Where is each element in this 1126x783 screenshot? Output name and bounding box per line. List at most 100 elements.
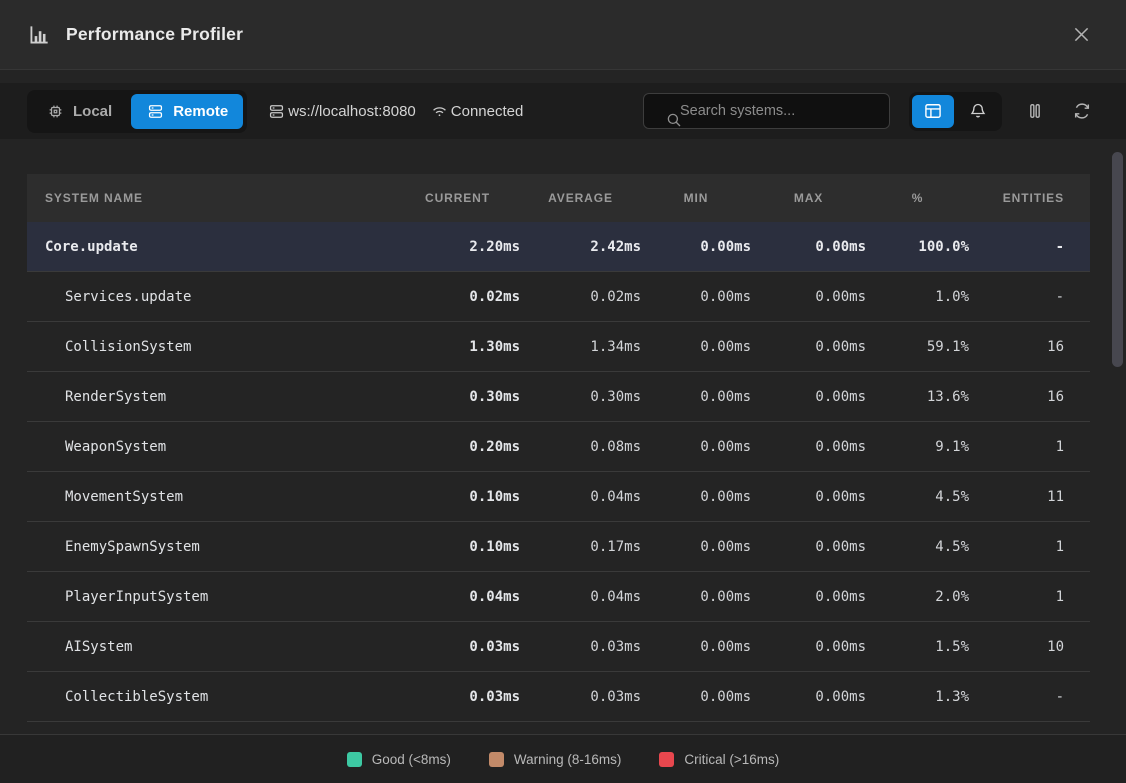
min-value: 0.00ms <box>700 288 751 305</box>
column-header-current[interactable]: CURRENT <box>425 191 490 205</box>
refresh-icon <box>1072 101 1092 121</box>
system-name: CollectibleSystem <box>65 688 209 705</box>
min-value: 0.00ms <box>700 238 751 255</box>
average-value: 0.17ms <box>590 538 641 555</box>
average-value: 0.04ms <box>590 488 641 505</box>
websocket-url: ws://localhost:8080 <box>288 102 416 120</box>
system-name: Core.update <box>45 238 138 255</box>
max-value: 0.00ms <box>815 688 866 705</box>
entities-value: - <box>1055 288 1064 305</box>
warning-swatch <box>488 751 504 767</box>
legend-footer: Good (<8ms) Warning (8-16ms) Critical (>… <box>0 734 1126 783</box>
system-name: EnemySpawnSystem <box>65 538 200 555</box>
table-row[interactable]: RenderSystem 0.30ms 0.30ms 0.00ms 0.00ms… <box>27 372 1090 422</box>
percent-value: 4.5% <box>935 488 969 505</box>
current-value: 0.30ms <box>469 388 520 405</box>
current-value: 0.10ms <box>469 488 520 505</box>
pause-button[interactable] <box>1021 97 1049 125</box>
table-body: Core.update 2.20ms 2.42ms 0.00ms 0.00ms … <box>27 222 1090 722</box>
table-row[interactable]: CollisionSystem 1.30ms 1.34ms 0.00ms 0.0… <box>27 322 1090 372</box>
legend-item-warning: Warning (8-16ms) <box>488 751 622 767</box>
cpu-icon <box>46 102 65 121</box>
table-grid-icon <box>923 101 943 121</box>
vertical-scrollbar-thumb[interactable] <box>1112 152 1123 367</box>
legend-label-critical: Critical (>16ms) <box>684 751 780 767</box>
current-value: 2.20ms <box>469 238 520 255</box>
toolbar: Local Remote <box>0 83 1126 139</box>
search-box <box>643 93 890 129</box>
system-name: CollisionSystem <box>65 338 192 355</box>
table-header: SYSTEM NAME CURRENT AVERAGE MIN MAX % EN… <box>27 174 1090 222</box>
max-value: 0.00ms <box>815 288 866 305</box>
view-switcher <box>909 91 1002 131</box>
min-value: 0.00ms <box>700 388 751 405</box>
min-value: 0.00ms <box>700 638 751 655</box>
max-value: 0.00ms <box>815 588 866 605</box>
legend-label-warning: Warning (8-16ms) <box>513 751 622 767</box>
column-header-max[interactable]: MAX <box>793 191 824 205</box>
connection-info: ws://localhost:8080 Connected <box>267 102 523 121</box>
critical-swatch <box>659 751 675 767</box>
entities-value: - <box>1055 238 1064 255</box>
remote-mode-label: Remote <box>173 102 229 120</box>
server-icon <box>146 102 165 121</box>
max-value: 0.00ms <box>815 338 866 355</box>
page-title: Performance Profiler <box>66 24 244 44</box>
close-button[interactable] <box>1066 20 1096 50</box>
entities-value: 10 <box>1047 638 1064 655</box>
entities-value: 16 <box>1047 338 1064 355</box>
max-value: 0.00ms <box>815 238 866 255</box>
system-name: MovementSystem <box>65 488 184 505</box>
percent-value: 2.0% <box>935 588 969 605</box>
average-value: 0.03ms <box>590 638 641 655</box>
current-value: 0.03ms <box>469 688 520 705</box>
table-row[interactable]: EnemySpawnSystem 0.10ms 0.17ms 0.00ms 0.… <box>27 522 1090 572</box>
percent-value: 1.5% <box>935 638 969 655</box>
table-row[interactable]: PlayerInputSystem 0.04ms 0.04ms 0.00ms 0… <box>27 572 1090 622</box>
percent-value: 100.0% <box>918 238 969 255</box>
table-view-button[interactable] <box>912 94 954 128</box>
column-header-entities[interactable]: ENTITIES <box>1002 191 1064 205</box>
table-row[interactable]: Core.update 2.20ms 2.42ms 0.00ms 0.00ms … <box>27 222 1090 272</box>
legend-label-good: Good (<8ms) <box>371 751 451 767</box>
min-value: 0.00ms <box>700 588 751 605</box>
column-header-average[interactable]: AVERAGE <box>548 191 613 205</box>
min-value: 0.00ms <box>700 338 751 355</box>
table-row[interactable]: WeaponSystem 0.20ms 0.08ms 0.00ms 0.00ms… <box>27 422 1090 472</box>
local-mode-button[interactable]: Local <box>31 94 127 129</box>
table-row[interactable]: CollectibleSystem 0.03ms 0.03ms 0.00ms 0… <box>27 672 1090 722</box>
system-name: WeaponSystem <box>65 438 167 455</box>
table-row[interactable]: Services.update 0.02ms 0.02ms 0.00ms 0.0… <box>27 272 1090 322</box>
current-value: 0.04ms <box>469 588 520 605</box>
average-value: 0.03ms <box>590 688 641 705</box>
system-name: RenderSystem <box>65 388 167 405</box>
entities-value: - <box>1055 688 1064 705</box>
title-bar: Performance Profiler <box>0 0 1126 70</box>
min-value: 0.00ms <box>700 538 751 555</box>
percent-value: 1.0% <box>935 288 969 305</box>
remote-mode-button[interactable]: Remote <box>131 93 244 129</box>
table-row[interactable]: AISystem 0.03ms 0.03ms 0.00ms 0.00ms 1.5… <box>27 622 1090 672</box>
bar-chart-icon <box>26 22 52 48</box>
table-row[interactable]: MovementSystem 0.10ms 0.04ms 0.00ms 0.00… <box>27 472 1090 522</box>
mode-switcher: Local Remote <box>27 89 248 133</box>
average-value: 1.34ms <box>590 338 641 355</box>
refresh-button[interactable] <box>1068 97 1096 125</box>
percent-value: 4.5% <box>935 538 969 555</box>
system-name: AISystem <box>65 638 133 655</box>
pause-icon <box>1025 101 1045 121</box>
column-header-system-name[interactable]: SYSTEM NAME <box>45 191 143 205</box>
good-swatch <box>346 751 362 767</box>
min-value: 0.00ms <box>700 438 751 455</box>
column-header-percent[interactable]: % <box>911 191 924 205</box>
max-value: 0.00ms <box>815 388 866 405</box>
system-name: Services.update <box>65 288 192 305</box>
average-value: 0.04ms <box>590 588 641 605</box>
alerts-button[interactable] <box>957 95 999 128</box>
legend-item-good: Good (<8ms) <box>346 751 451 767</box>
search-input[interactable] <box>643 93 890 129</box>
bell-icon <box>968 101 988 121</box>
server-icon <box>267 102 286 121</box>
column-header-min[interactable]: MIN <box>683 191 709 205</box>
connection-status: Connected <box>450 102 524 120</box>
